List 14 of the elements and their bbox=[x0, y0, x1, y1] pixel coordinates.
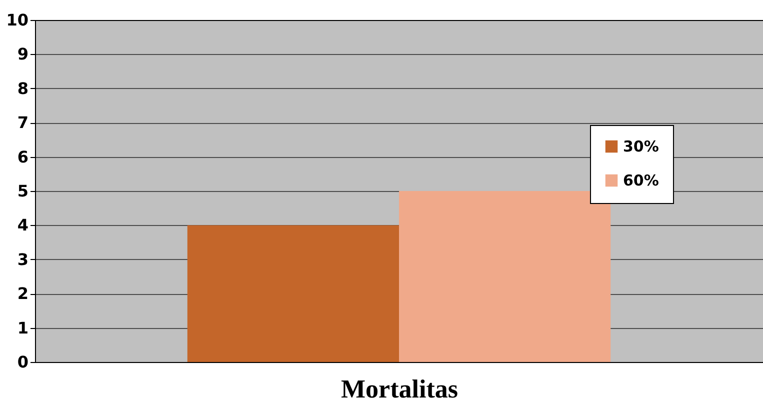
y-tick-label: 4 bbox=[17, 216, 28, 235]
y-tick-label: 10 bbox=[6, 10, 28, 30]
y-tick-label: 2 bbox=[17, 284, 28, 304]
y-tick-label: 0 bbox=[17, 352, 28, 372]
legend-label: 60% bbox=[623, 172, 659, 190]
y-tick-label: 6 bbox=[17, 147, 28, 166]
y-tick-label: 9 bbox=[17, 44, 28, 64]
legend-label: 30% bbox=[623, 138, 659, 156]
y-tick-label: 8 bbox=[17, 78, 28, 98]
y-tick-label: 7 bbox=[17, 113, 28, 132]
y-tick-label: 3 bbox=[17, 250, 28, 269]
y-tick-label: 5 bbox=[17, 182, 28, 200]
x-axis-title: Mortalitas bbox=[341, 374, 458, 404]
y-tick-label: 1 bbox=[17, 318, 28, 338]
